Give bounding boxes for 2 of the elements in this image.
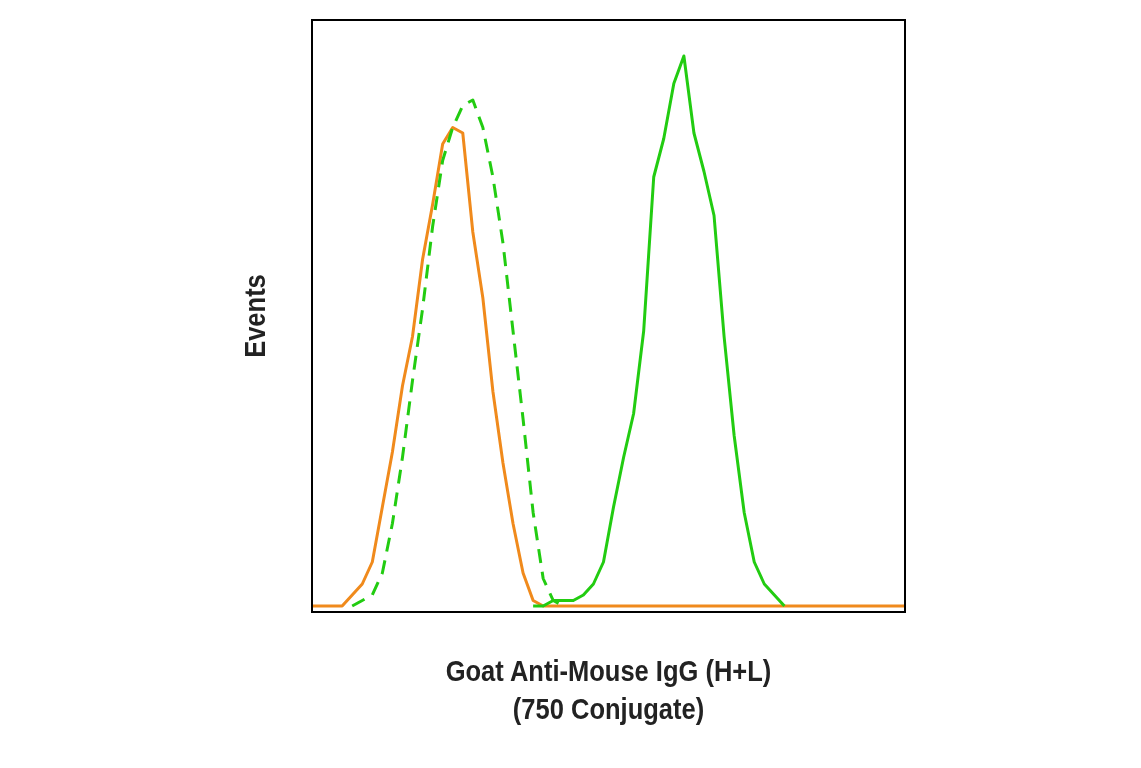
x-axis-title: Goat Anti-Mouse IgG (H+L) (750 Conjugate) (444, 653, 773, 727)
y-axis-title: Events (238, 274, 272, 358)
